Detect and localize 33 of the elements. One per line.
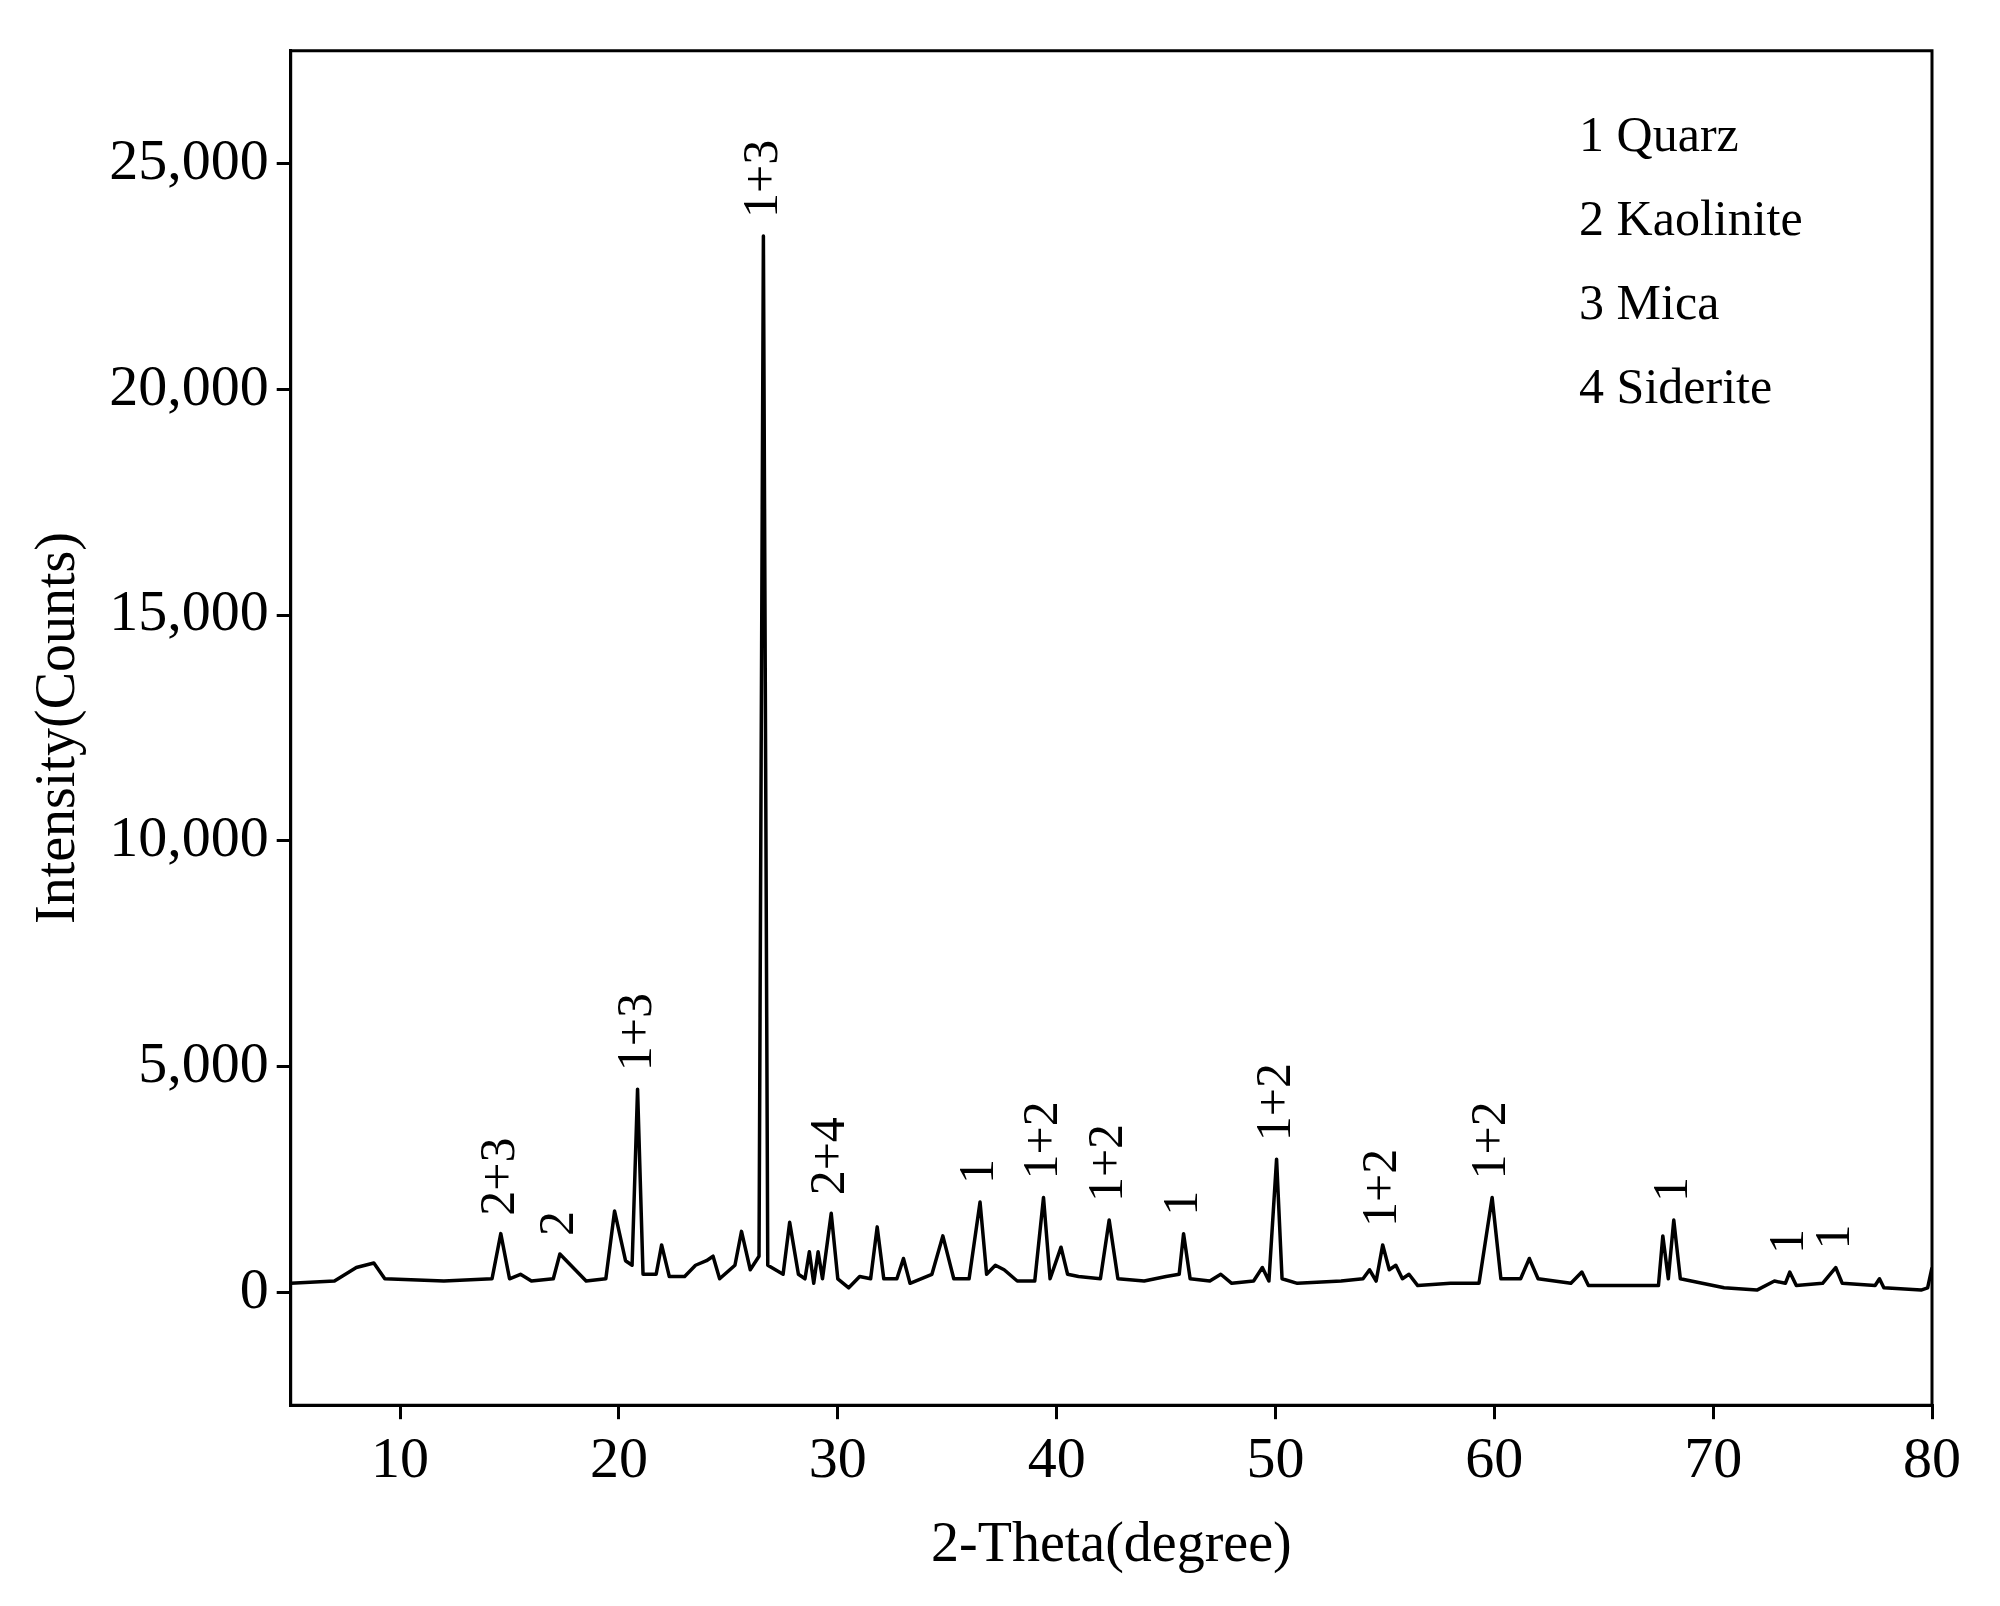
x-tick-label: 80 — [1903, 1425, 1961, 1491]
annotation: 3 Mica — [1579, 273, 1720, 330]
annotation: 2+4 — [799, 1117, 856, 1196]
x-tick-label: 40 — [1027, 1425, 1086, 1491]
x-tick-label: 20 — [589, 1425, 648, 1491]
x-axis-title: 2-Theta(degree) — [931, 1511, 1292, 1575]
annotation: 4 Siderite — [1579, 357, 1773, 414]
annotation: 2 Kaolinite — [1579, 189, 1803, 246]
annotation: 1 Quarz — [1579, 105, 1739, 162]
y-axis-title: Intensity(Counts) — [24, 532, 88, 924]
annotation: 1 — [948, 1159, 1005, 1185]
annotation: 1+2 — [1077, 1123, 1134, 1203]
y-tick-label: 0 — [239, 1255, 269, 1321]
x-tick-label: 70 — [1684, 1425, 1743, 1491]
x-tick-label: 60 — [1465, 1425, 1524, 1491]
annotation: 1 — [1151, 1190, 1208, 1216]
annotation: 2 — [528, 1210, 584, 1236]
annotation: 1+2 — [1011, 1101, 1068, 1180]
y-tick-label: 20,000 — [109, 352, 269, 418]
x-tick-label: 30 — [808, 1425, 867, 1491]
annotation: 1+3 — [605, 992, 662, 1072]
annotation: 1+3 — [731, 139, 788, 218]
annotation: 1+2 — [1460, 1101, 1517, 1180]
annotation: 1 — [1641, 1177, 1698, 1203]
annotation: 1+2 — [1350, 1148, 1407, 1227]
y-tick-label: 10,000 — [109, 804, 269, 870]
annotation: 2+3 — [468, 1137, 525, 1216]
x-tick-label: 10 — [371, 1425, 430, 1491]
y-tick-label: 5,000 — [138, 1029, 269, 1095]
y-tick-label: 15,000 — [109, 578, 269, 644]
y-tick-label: 25,000 — [109, 126, 269, 192]
x-tick-label: 50 — [1246, 1425, 1305, 1491]
annotation: 1+2 — [1244, 1062, 1301, 1142]
